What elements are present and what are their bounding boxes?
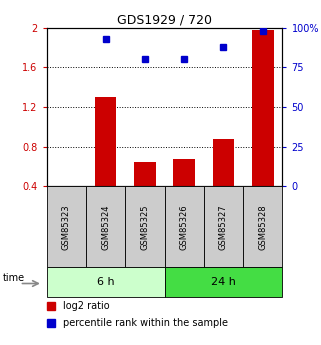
FancyBboxPatch shape [47,186,86,267]
FancyBboxPatch shape [204,186,243,267]
Text: GSM85328: GSM85328 [258,204,267,250]
Text: time: time [2,273,24,283]
FancyBboxPatch shape [86,186,125,267]
Text: GSM85324: GSM85324 [101,204,110,249]
Title: GDS1929 / 720: GDS1929 / 720 [117,13,212,27]
FancyBboxPatch shape [164,267,282,297]
FancyBboxPatch shape [164,186,204,267]
Bar [95,97,116,186]
Bar [252,30,273,186]
Text: GSM85323: GSM85323 [62,204,71,250]
Text: log2 ratio: log2 ratio [63,302,110,311]
Text: 24 h: 24 h [211,277,236,287]
Text: GSM85325: GSM85325 [140,204,149,249]
Text: GSM85327: GSM85327 [219,204,228,250]
Bar [134,161,156,186]
Text: 6 h: 6 h [97,277,114,287]
Text: GSM85326: GSM85326 [180,204,189,250]
FancyBboxPatch shape [47,267,164,297]
FancyBboxPatch shape [125,186,164,267]
Bar [173,158,195,186]
FancyBboxPatch shape [243,186,282,267]
Bar [213,139,234,186]
Text: percentile rank within the sample: percentile rank within the sample [63,318,228,327]
